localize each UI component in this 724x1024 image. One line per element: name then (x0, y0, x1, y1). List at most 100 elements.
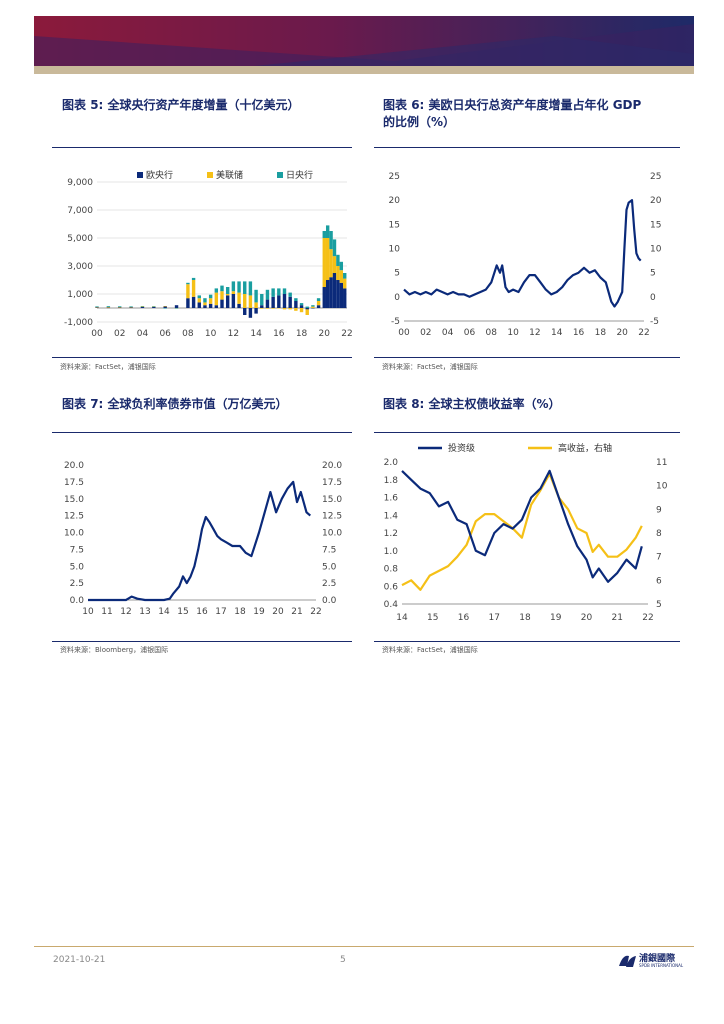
x-tick-label: 16 (573, 328, 585, 338)
bar (140, 306, 145, 308)
legend-label: 美联储 (216, 169, 243, 181)
x-tick-label: 12 (120, 607, 131, 617)
bar (343, 278, 347, 289)
bar (325, 225, 330, 238)
bar (237, 303, 241, 308)
y-tick-label: 7.5 (70, 545, 84, 555)
figure-5-source: 资料来源：FactSet，浦银国际 (60, 363, 156, 371)
y2-tick-label: 0 (650, 293, 656, 303)
bar (271, 288, 275, 297)
bar (243, 281, 247, 294)
x-tick-label: 02 (420, 328, 431, 338)
bar (322, 231, 326, 238)
y2-tick-label: 15 (650, 220, 661, 230)
x-tick-label: 22 (642, 613, 653, 623)
bar (325, 238, 330, 280)
bar (237, 292, 241, 304)
y-tick-label: 20 (389, 196, 401, 206)
bar (129, 306, 133, 307)
bar (322, 238, 326, 287)
y2-tick-label: 6 (656, 576, 662, 586)
y2-tick-label: 11 (656, 458, 667, 468)
bar (316, 298, 321, 301)
bar (203, 298, 207, 303)
bar (106, 307, 111, 309)
bar (214, 292, 219, 306)
y-tick-label: 1.6 (384, 494, 399, 504)
figure-6-top-rule (374, 147, 680, 148)
bar (203, 302, 207, 306)
x-tick-label: 17 (215, 607, 226, 617)
y2-tick-label: 15.0 (322, 495, 342, 505)
bar (186, 282, 190, 285)
page-number: 5 (340, 955, 346, 965)
y-tick-label: 17.5 (64, 478, 84, 488)
y2-tick-label: 7 (656, 553, 662, 563)
y2-tick-label: 5.0 (322, 562, 337, 572)
bar (254, 302, 258, 308)
y-tick-label: 15.0 (64, 495, 84, 505)
bar (225, 295, 230, 308)
bar (225, 294, 230, 296)
bar (203, 305, 207, 308)
bar (197, 298, 201, 303)
bar (311, 305, 315, 307)
figure-8-source: 资料来源：FactSet，浦银国际 (382, 646, 478, 654)
figure-8-title: 图表 8: 全球主权债收益率（%） (383, 397, 561, 411)
x-tick-label: 14 (158, 607, 170, 617)
legend-label: 日央行 (286, 169, 313, 181)
y2-tick-label: 5 (650, 269, 656, 279)
bar (186, 284, 190, 299)
bar (254, 289, 258, 303)
y-tick-label: 7,000 (67, 206, 93, 216)
x-tick-label: 06 (159, 329, 171, 339)
bar (299, 308, 304, 313)
y-tick-label: 12.5 (64, 512, 84, 522)
x-tick-label: 13 (139, 607, 150, 617)
bar (225, 287, 230, 294)
bar (336, 280, 340, 308)
y-tick-label: 5.0 (70, 562, 85, 572)
y2-tick-label: 8 (656, 529, 662, 539)
bar (95, 307, 99, 308)
y-tick-label: -5 (391, 317, 400, 327)
x-tick-label: 14 (396, 613, 408, 623)
bar (220, 285, 224, 292)
y-tick-label: 0.4 (384, 600, 399, 610)
y-tick-label: 10.0 (64, 529, 84, 539)
y2-tick-label: 0.0 (322, 596, 337, 606)
bar (95, 306, 99, 307)
x-tick-label: 08 (486, 328, 498, 338)
x-tick-label: 18 (296, 329, 308, 339)
y-tick-label: 5 (394, 269, 400, 279)
x-tick-label: 16 (273, 329, 285, 339)
y-tick-label: 1.8 (384, 476, 399, 486)
x-tick-label: 04 (442, 328, 454, 338)
bar (339, 261, 344, 271)
logo-mark-icon (619, 955, 636, 967)
bar (260, 308, 264, 309)
x-tick-label: 00 (91, 329, 103, 339)
bar (260, 305, 264, 308)
bar (336, 266, 340, 280)
figure-7-bottom-rule (52, 641, 352, 642)
bar (118, 306, 122, 308)
figure-5-chart: -1,000 1,000 3,000 5,000 7,000 9,000 00 02 04 06 0… (64, 169, 352, 339)
bar (186, 298, 190, 308)
x-tick-label: 20 (616, 328, 628, 338)
y-tick-label: 1.2 (384, 529, 398, 539)
bar (191, 277, 196, 280)
bar (140, 306, 145, 307)
bar (95, 306, 99, 308)
y2-tick-label: 2.5 (322, 579, 336, 589)
bar (163, 308, 167, 309)
x-tick-label: 10 (82, 607, 94, 617)
legend-label: 投资级 (448, 442, 475, 454)
bar (305, 306, 309, 308)
bar (277, 295, 281, 308)
bar (237, 281, 241, 293)
y-tick-label: 2.5 (70, 579, 84, 589)
bar (174, 305, 179, 308)
bar (248, 308, 253, 318)
